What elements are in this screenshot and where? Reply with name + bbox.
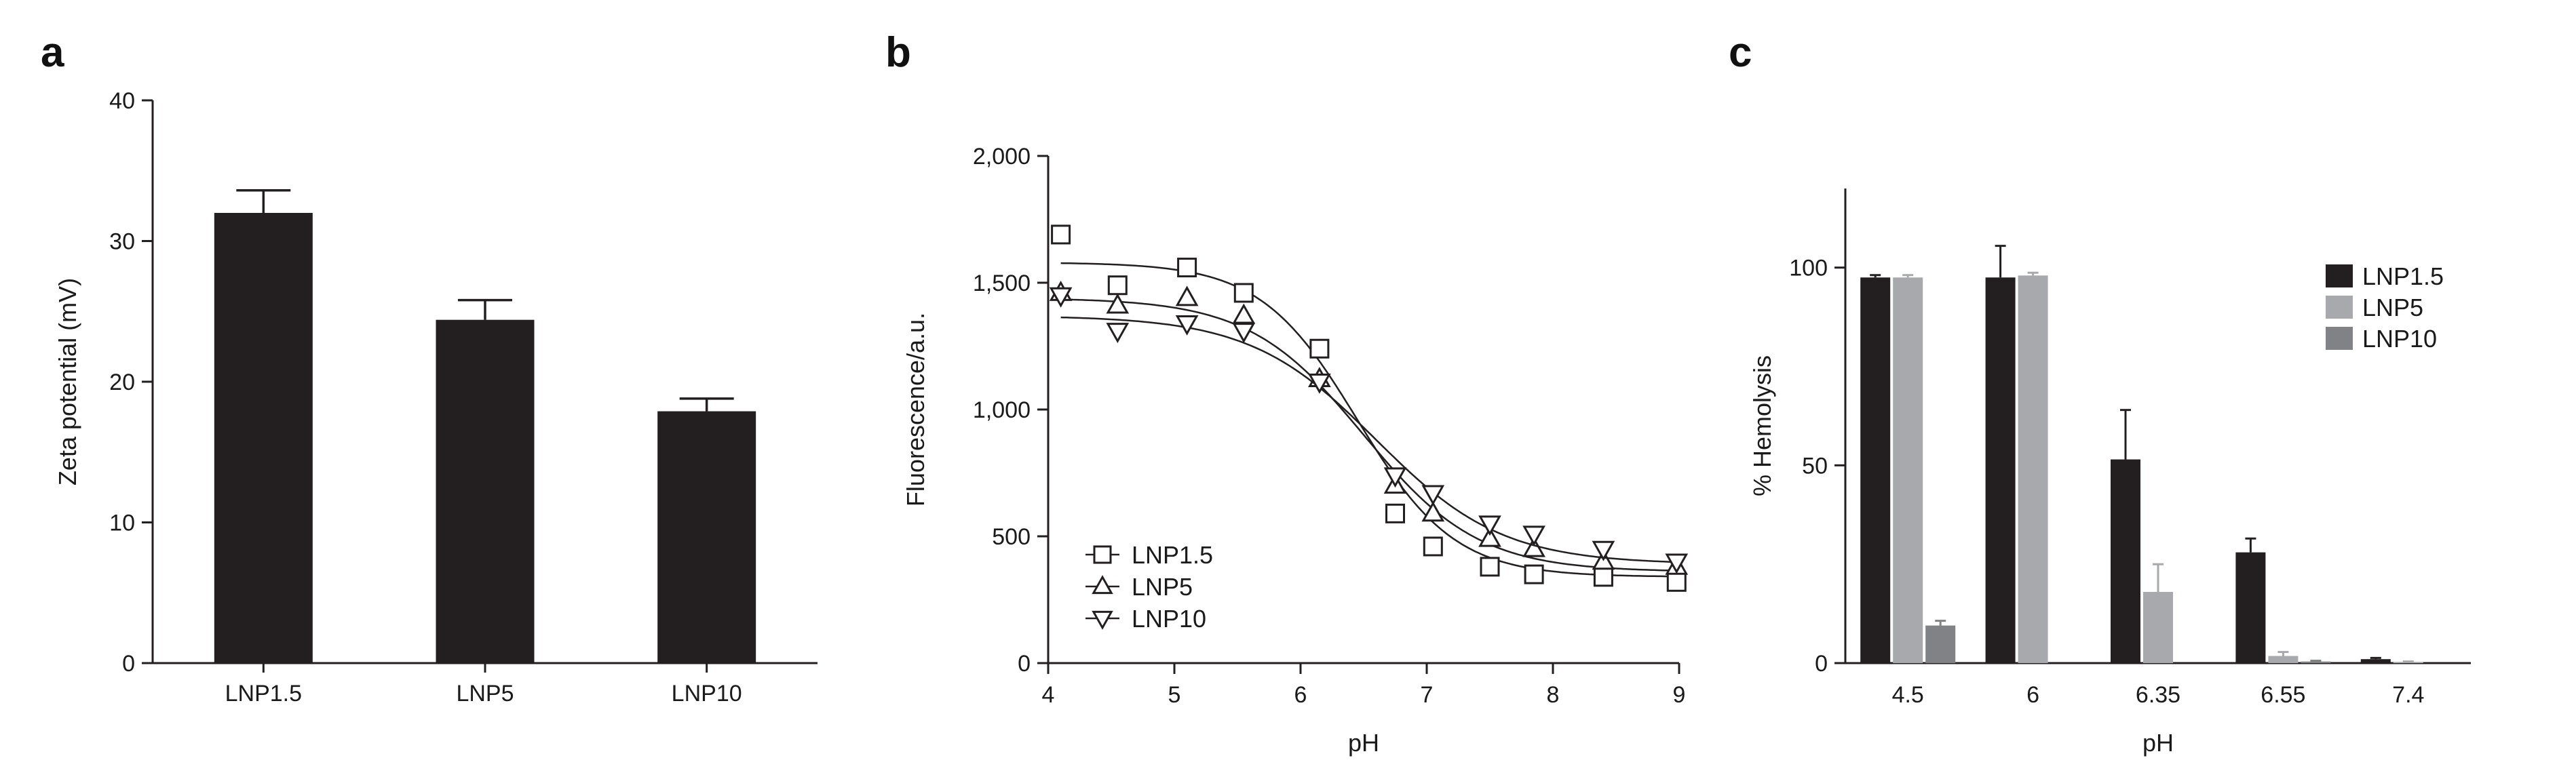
y-axis-label: Zeta potential (mV) <box>54 278 81 485</box>
y-tick-label: 30 <box>109 229 135 255</box>
legend-label-LNP5: LNP5 <box>2362 294 2423 321</box>
bar-LNP5-pH-6 <box>2018 275 2048 663</box>
bar-LNP10-pH-6.55 <box>2301 661 2331 663</box>
y-tick-label: 20 <box>109 370 135 395</box>
point-LNP10 <box>1308 373 1331 394</box>
bar-LNP1.5-pH-6.35 <box>2111 459 2140 663</box>
point-LNP1.5 <box>1051 224 1071 245</box>
panel-letter-b: b <box>885 29 911 76</box>
y-tick-label: 50 <box>1802 453 1828 479</box>
bar-LNP5 <box>436 319 535 663</box>
y-axis-label: % Hemolysis <box>1748 355 1776 496</box>
point-LNP10 <box>1421 485 1445 506</box>
fit-curve-LNP1.5 <box>1060 262 1679 578</box>
x-tick-label: 6 <box>2026 682 2039 708</box>
x-tick-label: 9 <box>1673 682 1686 708</box>
x-tick-label: 6.35 <box>2136 682 2180 708</box>
point-LNP5 <box>1478 526 1501 547</box>
legend-label-LNP5: LNP5 <box>1132 573 1193 601</box>
panel-a-zeta-potential-chart: 0 10 20 30 40 LNP1.5 LNP5 LNP10 Zeta potential (… <box>54 88 818 706</box>
point-LNP10 <box>1383 467 1407 488</box>
point-LNP5 <box>1421 501 1445 522</box>
y-tick-label: 500 <box>992 524 1031 550</box>
point-LNP1.5 <box>1423 536 1443 557</box>
y-tick-label: 10 <box>109 511 135 536</box>
y-tick-label: 2,000 <box>973 144 1031 170</box>
x-tick-label: LNP1.5 <box>225 681 302 706</box>
x-axis-label: pH <box>1348 729 1379 757</box>
panel-letter-a: a <box>41 29 64 76</box>
x-tick-label: 6.55 <box>2261 682 2305 708</box>
bar-LNP10 <box>657 411 756 663</box>
fit-curve-LNP5 <box>1060 298 1680 572</box>
point-LNP1.5 <box>1309 338 1330 359</box>
point-LNP1.5 <box>1666 572 1687 592</box>
bar-LNP1.5-pH-7.4 <box>2360 659 2391 663</box>
point-LNP10 <box>1665 553 1689 574</box>
x-tick-label: LNP10 <box>672 681 742 706</box>
panel-letter-c: c <box>1729 29 1752 76</box>
bar-LNP10-pH-4.5 <box>1925 625 1956 663</box>
x-tick-label: 8 <box>1547 682 1560 708</box>
x-tick-label: 7 <box>1421 682 1434 708</box>
point-LNP10 <box>1522 525 1545 546</box>
point-LNP1.5 <box>1233 283 1254 303</box>
bar-LNP1.5-pH-6.55 <box>2235 552 2266 663</box>
y-tick-label: 40 <box>109 88 135 114</box>
bar-LNP5-pH-4.5 <box>1893 277 1923 663</box>
point-LNP10 <box>1592 540 1615 561</box>
y-tick-label: 0 <box>1018 651 1031 677</box>
bar-LNP1.5-pH-4.5 <box>1860 277 1891 663</box>
fit-curve-LNP10 <box>1060 316 1680 563</box>
y-tick-label: 1,500 <box>973 271 1031 296</box>
point-LNP10 <box>1049 287 1073 308</box>
point-LNP1.5 <box>1385 503 1405 523</box>
y-tick-label: 1,000 <box>973 397 1031 423</box>
point-LNP5 <box>1106 293 1130 314</box>
legend-label-LNP10: LNP10 <box>2362 325 2437 353</box>
legend-swatch-LNP1.5 <box>2326 264 2353 287</box>
x-axis-label: pH <box>2142 729 2174 757</box>
point-LNP1.5 <box>1593 567 1613 587</box>
y-axis-label: Fluorescence/a.u. <box>902 313 929 506</box>
panel-b-fluorescence-chart: 0 500 1,000 1,500 2,000 4 5 6 7 8 9 pH Fluorescence/… <box>902 144 1689 757</box>
y-tick-label: 0 <box>1815 651 1828 677</box>
point-LNP5 <box>1175 285 1199 306</box>
x-tick-label: LNP5 <box>456 681 514 706</box>
x-tick-label: 6 <box>1294 682 1307 708</box>
legend-label-LNP10: LNP10 <box>1132 605 1206 633</box>
point-LNP1.5 <box>1107 275 1128 296</box>
bar-LNP1.5 <box>214 213 313 663</box>
point-LNP5 <box>1232 303 1256 324</box>
point-LNP10 <box>1232 323 1256 344</box>
legend-marker-LNP5 <box>1092 575 1113 595</box>
bar-LNP1.5-pH-6 <box>1985 277 2016 663</box>
bar-LNP5-pH-6.35 <box>2143 592 2173 663</box>
point-LNP10 <box>1478 515 1501 536</box>
x-tick-label: 4 <box>1042 682 1055 708</box>
x-tick-label: 5 <box>1168 682 1181 708</box>
legend-swatch-LNP10 <box>2326 327 2353 350</box>
point-LNP10 <box>1175 315 1199 336</box>
legend-swatch-LNP5 <box>2326 296 2353 319</box>
legend-marker-LNP1.5 <box>1093 545 1112 564</box>
bar-LNP5-pH-6.55 <box>2268 656 2299 663</box>
legend-marker-LNP10 <box>1092 610 1113 630</box>
x-tick-label: 7.4 <box>2392 682 2424 708</box>
panel-c-hemolysis-chart: 0 50 100 4.5 6 6.35 6.55 7.4 pH % Hemolysis LNP1.5… <box>1748 188 2471 757</box>
legend-label-LNP1.5: LNP1.5 <box>2362 262 2444 290</box>
point-LNP10 <box>1106 323 1130 344</box>
y-tick-label: 100 <box>1789 256 1828 281</box>
point-LNP1.5 <box>1524 564 1544 584</box>
y-tick-label: 0 <box>122 651 135 677</box>
point-LNP1.5 <box>1177 258 1197 278</box>
legend-label-LNP1.5: LNP1.5 <box>1132 541 1213 569</box>
point-LNP1.5 <box>1480 557 1500 577</box>
x-tick-label: 4.5 <box>1892 682 1924 708</box>
